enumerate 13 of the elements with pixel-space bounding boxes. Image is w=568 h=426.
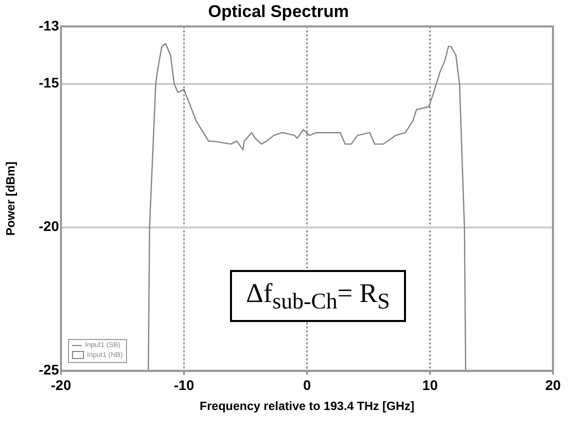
y-tick-label: -15 <box>38 74 60 91</box>
y-tick-label: -13 <box>38 17 60 34</box>
x-tick-label: 0 <box>303 377 312 394</box>
y-tick-label: -25 <box>38 362 60 378</box>
y-axis-title: Power [dBm] <box>4 162 18 236</box>
x-axis-title: Frequency relative to 193.4 THz [GHz] <box>200 399 414 414</box>
x-tick-label: 20 <box>545 377 561 394</box>
chart-title: Optical Spectrum <box>208 2 349 21</box>
y-tick-label: -20 <box>38 218 60 234</box>
x-tick-label: -20 <box>50 377 72 394</box>
annotation: Δf$_{sub-Ch}$= R$_{S}$ <box>230 270 406 322</box>
x-tick-label: 10 <box>422 377 438 394</box>
x-tick-label: -10 <box>174 377 194 394</box>
